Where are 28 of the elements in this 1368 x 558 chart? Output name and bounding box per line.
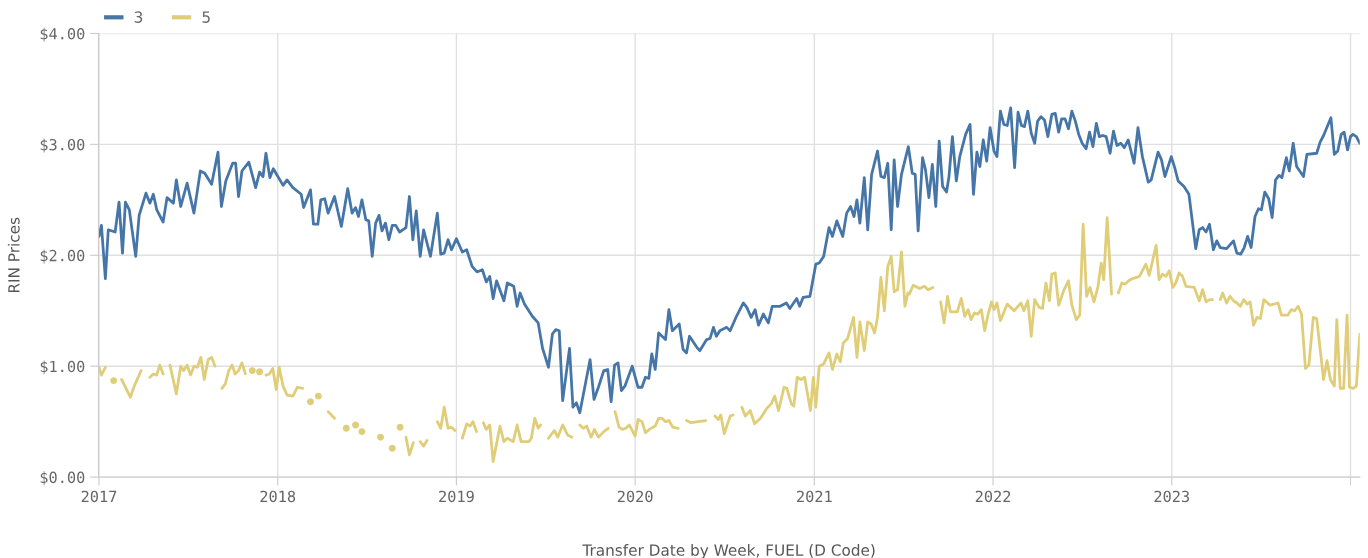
point	[256, 368, 264, 376]
x-tick-label: 2022	[975, 490, 1011, 503]
y-tick-label: $3.00	[40, 138, 85, 153]
line-series	[98, 106, 1360, 415]
y-tick-label: $4.00	[40, 27, 85, 42]
point	[352, 421, 360, 429]
point	[342, 424, 350, 432]
legend-label: 3	[134, 11, 143, 23]
point	[396, 423, 404, 431]
x-tick-label: 2017	[81, 490, 117, 503]
x-tick-label: 2019	[439, 490, 474, 503]
point	[358, 428, 366, 436]
x-tick-label: 2020	[617, 490, 653, 503]
x-tick-label: 2021	[797, 490, 832, 503]
point	[388, 444, 396, 452]
x-tick-label: 2023	[1154, 490, 1190, 503]
y-tick-label: $0.00	[40, 471, 85, 486]
point	[110, 377, 118, 385]
y-axis-title: RIN Prices	[7, 217, 20, 293]
legend-label: 5	[202, 11, 210, 23]
point	[307, 398, 314, 406]
x-axis-title: Transfer Date by Week, FUEL (D Code)	[582, 544, 875, 558]
y-tick-label: $1.00	[40, 360, 85, 375]
point	[248, 367, 256, 375]
x-tick-label: 2018	[260, 490, 296, 503]
y-tick-label: $2.00	[40, 249, 85, 264]
point	[314, 392, 322, 400]
point	[377, 433, 384, 441]
